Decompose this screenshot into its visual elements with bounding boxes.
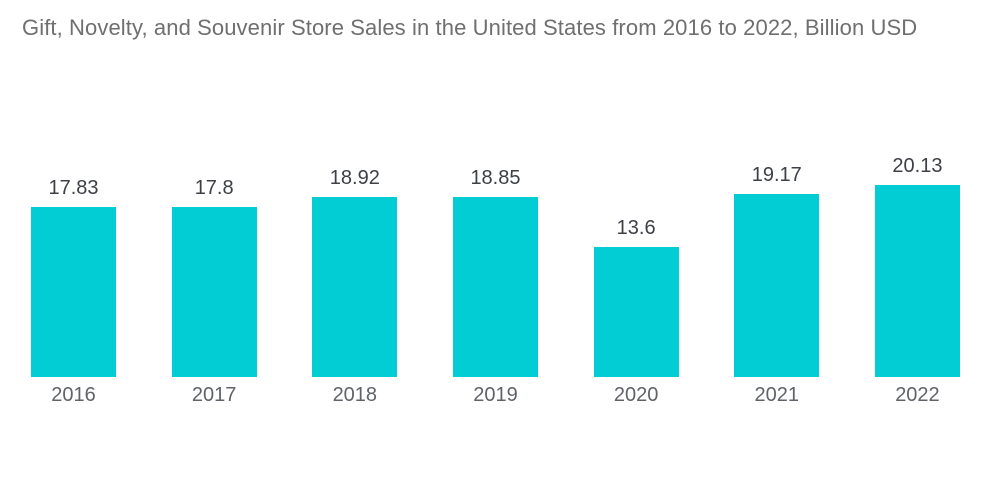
x-axis-label: 2020	[613, 384, 659, 406]
x-axis-label: 2019	[473, 384, 518, 406]
bar-value-label: 13.6	[616, 217, 656, 239]
bar	[171, 207, 257, 377]
x-axis-labels: 2016 2017 2018 2019 2020 2021 2022	[31, 383, 960, 407]
bar-value-label: 20.13	[892, 155, 943, 177]
bar	[452, 197, 538, 377]
bar	[734, 194, 820, 377]
bar-value-label: 18.92	[329, 167, 380, 189]
bar-group: 17.83	[31, 176, 116, 377]
x-axis-label: 2018	[332, 384, 378, 406]
x-axis-label: 2016	[51, 384, 96, 406]
bar-value-label: 17.83	[48, 177, 99, 199]
bar-group: 13.6	[593, 216, 679, 377]
bar	[312, 197, 398, 377]
chart-title: Gift, Novelty, and Souvenir Store Sales …	[22, 15, 918, 40]
bar-group: 19.17	[734, 163, 820, 377]
bar-group: 20.13	[874, 154, 960, 377]
bar-value-label: 18.85	[470, 167, 521, 189]
bar	[874, 185, 960, 377]
plot-area: 17.83 17.8 18.92 18.85 13.6 19.17 20.13	[31, 0, 960, 377]
x-axis-label: 2022	[895, 384, 940, 406]
bar-group: 17.8	[171, 176, 257, 377]
bar-group: 18.85	[452, 166, 538, 377]
bar	[593, 247, 679, 377]
x-axis-label: 2017	[191, 384, 237, 406]
bar-value-label: 17.8	[194, 177, 234, 199]
bar	[31, 207, 116, 377]
bar-group: 18.92	[312, 166, 398, 377]
bar-value-label: 19.17	[751, 164, 802, 186]
x-axis-label: 2021	[754, 384, 800, 406]
